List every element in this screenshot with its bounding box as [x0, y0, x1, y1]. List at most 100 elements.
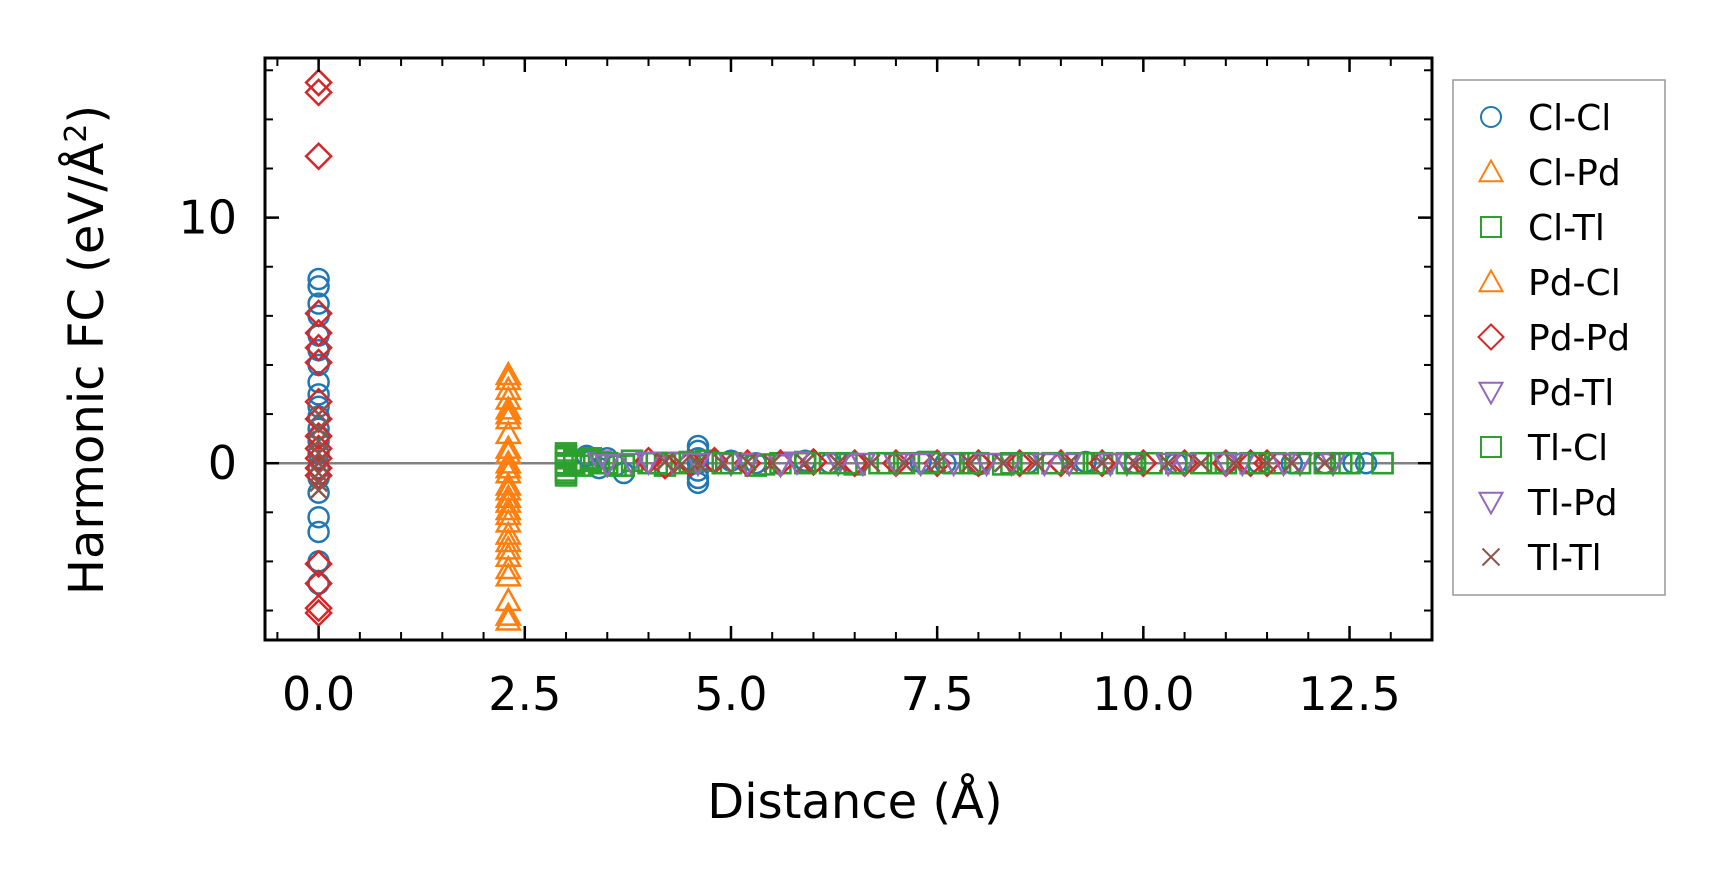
data-point [307, 267, 330, 291]
data-point [738, 452, 757, 472]
legend-entry: Pd-Cl [1477, 263, 1621, 304]
data-point [1154, 452, 1182, 478]
data-point [304, 78, 333, 107]
y-axis-title-superscript: 2 [59, 124, 94, 143]
data-point [494, 458, 522, 484]
legend-label: Tl-Tl [1527, 538, 1602, 579]
legend-entry: Tl-Tl [1481, 538, 1602, 579]
legend-entry: Pd-Pd [1477, 318, 1630, 359]
data-point [304, 333, 333, 363]
legend-label: Tl-Pd [1527, 483, 1618, 524]
y-tick-label: 0 [208, 436, 237, 490]
legend-label: Cl-Cl [1528, 98, 1611, 139]
data-point [494, 535, 522, 560]
data-point [307, 481, 330, 504]
legend-marker [1477, 323, 1505, 351]
y-axis-title: Harmonic FC (eV/Å2) [58, 105, 115, 595]
legend-label: Cl-Pd [1528, 153, 1621, 194]
plot-frame [263, 56, 1434, 642]
legend-label: Pd-Cl [1528, 263, 1621, 304]
data-point [907, 452, 935, 478]
legend-marker [1481, 547, 1501, 567]
legend-label: Tl-Cl [1527, 428, 1608, 469]
data-point [733, 452, 762, 478]
data-point [309, 404, 328, 424]
data-point [494, 400, 522, 425]
data-point [655, 452, 675, 472]
legend-marker [1477, 491, 1505, 516]
legend-label: Pd-Pd [1528, 318, 1630, 359]
y-axis-title-close: ) [59, 105, 115, 124]
data-point [1125, 453, 1145, 473]
data-point [494, 471, 522, 496]
data-point [1371, 451, 1394, 475]
y-axis-title-main: Harmonic FC (eV/Å [58, 143, 115, 596]
data-point [494, 495, 522, 521]
data-point [304, 348, 333, 377]
data-point [650, 451, 680, 480]
data-point [1087, 448, 1117, 478]
legend-marker [1480, 216, 1502, 238]
data-point [307, 572, 330, 595]
data-point [307, 383, 330, 406]
x-tick-label: 2.5 [488, 667, 561, 721]
legend-label: Cl-Tl [1528, 208, 1605, 249]
data-point [307, 520, 330, 544]
data-point [828, 453, 848, 473]
x-tick-label: 10.0 [1092, 667, 1194, 721]
legend-marker [1480, 106, 1502, 128]
data-point [494, 601, 522, 626]
legend-label: Pd-Tl [1528, 373, 1614, 414]
legend-entry: Cl-Tl [1480, 208, 1605, 249]
data-point [894, 453, 914, 473]
data-point [304, 434, 333, 463]
data-point [618, 452, 646, 478]
data-point [1257, 453, 1277, 473]
data-point [861, 453, 881, 473]
data-point [672, 455, 691, 474]
data-point [304, 141, 333, 171]
data-point [927, 453, 947, 473]
data-point [688, 453, 708, 473]
data-point [307, 456, 330, 480]
data-point [304, 404, 333, 434]
legend-marker [1480, 436, 1502, 458]
data-point [711, 451, 734, 475]
legend-entry: Cl-Cl [1480, 98, 1611, 139]
data-point [494, 606, 522, 631]
data-point [494, 520, 522, 545]
data-point [494, 483, 522, 509]
data-point [307, 275, 330, 298]
x-tick-label: 0.0 [282, 667, 355, 721]
legend-entry: Pd-Tl [1477, 373, 1614, 414]
data-point [713, 453, 733, 473]
legend-marker [1477, 268, 1505, 293]
data-point [494, 527, 522, 553]
data-point [304, 444, 333, 473]
data-point [494, 360, 522, 386]
series-pd-cl [494, 360, 522, 631]
data-point [494, 476, 522, 501]
x-axis-title: Distance (Å) [707, 773, 1002, 830]
data-point [1123, 451, 1147, 475]
data-point [1005, 448, 1034, 478]
axes: 0.0 2.5 5.0 7.5 10.0 12.5 0 10 [178, 56, 1434, 721]
data-point [1282, 453, 1302, 473]
data-point [304, 598, 333, 628]
data-point [1315, 453, 1335, 473]
series-tl-tl [309, 404, 1335, 500]
data-point [304, 549, 333, 579]
data-point [309, 473, 328, 493]
data-point [307, 417, 330, 441]
data-point [304, 421, 333, 451]
legend-marker [1477, 381, 1505, 406]
axis-labels: Distance (Å) Harmonic FC (eV/Å2) [58, 105, 1003, 830]
data-point [960, 453, 980, 473]
x-tick-label: 7.5 [901, 667, 974, 721]
data-point [1026, 453, 1046, 473]
data-point [1354, 451, 1378, 475]
data-point [684, 452, 712, 478]
data-point [494, 419, 522, 445]
y-tick-label: 10 [178, 191, 237, 245]
